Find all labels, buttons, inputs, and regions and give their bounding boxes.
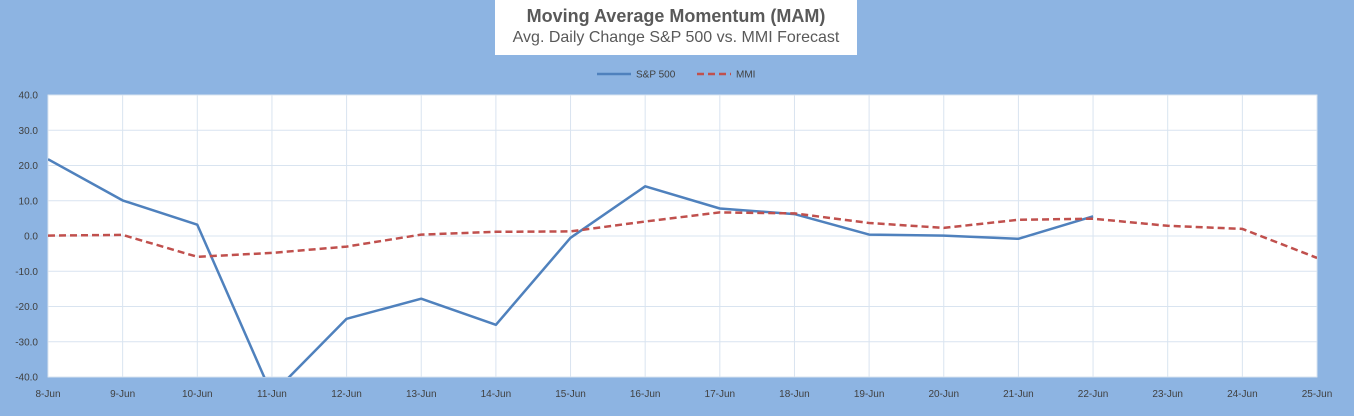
title-box: Moving Average Momentum (MAM) Avg. Daily… bbox=[495, 0, 857, 55]
x-tick-label: 24-Jun bbox=[1227, 389, 1258, 400]
y-tick-label: 0.0 bbox=[24, 232, 38, 243]
chart-title: Moving Average Momentum (MAM) bbox=[526, 6, 826, 26]
x-tick-label: 14-Jun bbox=[481, 389, 512, 400]
x-tick-label: 11-Jun bbox=[257, 389, 287, 400]
y-tick-label: 20.0 bbox=[19, 161, 39, 172]
y-tick-label: -40.0 bbox=[15, 373, 38, 384]
x-tick-label: 9-Jun bbox=[110, 389, 135, 400]
x-tick-label: 8-Jun bbox=[35, 389, 60, 400]
x-tick-label: 12-Jun bbox=[331, 389, 362, 400]
x-tick-label: 15-Jun bbox=[555, 389, 586, 400]
x-tick-label: 16-Jun bbox=[630, 389, 661, 400]
chart-subtitle: Avg. Daily Change S&P 500 vs. MMI Foreca… bbox=[512, 29, 840, 46]
y-tick-label: 10.0 bbox=[19, 196, 39, 207]
x-tick-label: 22-Jun bbox=[1078, 389, 1109, 400]
y-tick-label: -10.0 bbox=[15, 267, 38, 278]
y-tick-label: 30.0 bbox=[19, 126, 39, 137]
x-tick-label: 13-Jun bbox=[406, 389, 437, 400]
series-line-mmi bbox=[48, 211, 1317, 260]
x-tick-label: 10-Jun bbox=[182, 389, 213, 400]
y-tick-label: -30.0 bbox=[15, 337, 38, 348]
x-tick-label: 20-Jun bbox=[928, 389, 959, 400]
y-tick-label: 40.0 bbox=[19, 91, 39, 102]
x-tick-label: 25-Jun bbox=[1302, 389, 1333, 400]
x-tick-label: 19-Jun bbox=[854, 389, 885, 400]
x-tick-label: 17-Jun bbox=[705, 389, 736, 400]
legend-label-sp500: S&P 500 bbox=[636, 70, 676, 81]
y-tick-label: -20.0 bbox=[15, 302, 38, 313]
legend-label-mmi: MMI bbox=[736, 70, 755, 81]
x-tick-label: 21-Jun bbox=[1003, 389, 1034, 400]
x-tick-label: 23-Jun bbox=[1152, 389, 1183, 400]
x-tick-label: 18-Jun bbox=[779, 389, 810, 400]
series-line-sp500 bbox=[48, 158, 1094, 377]
